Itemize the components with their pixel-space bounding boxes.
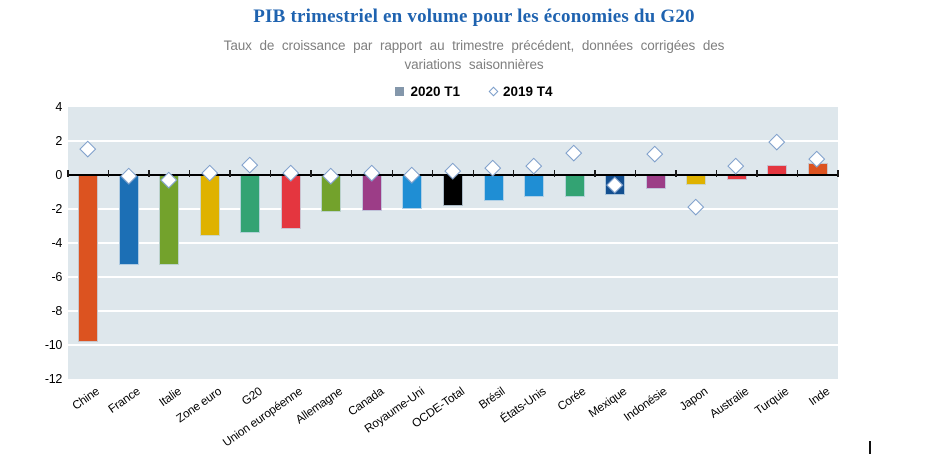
x-axis-tick [310,170,312,178]
x-axis-label-italie: Italie [155,384,184,410]
text-cursor-artifact [869,441,871,454]
y-axis-label: -8 [51,304,62,318]
x-axis-tick [594,170,596,178]
x-axis-tick [756,170,758,178]
x-axis-label-indonesie: Indonésie [621,384,670,424]
bar-bresil [483,175,504,201]
chart-title: PIB trimestriel en volume pour les écono… [253,6,695,27]
bar-coree [564,175,585,198]
x-axis-tick [675,170,677,178]
legend-label: 2020 T1 [410,84,460,99]
y-axis-label: -4 [51,236,62,250]
x-axis-tick [837,170,839,178]
y-axis-label: 0 [55,168,62,182]
x-axis-tick [715,170,718,178]
x-axis-tick [188,170,191,178]
bar-zone-euro [199,175,220,237]
x-axis-tick [67,170,69,178]
bar-ocde-total [443,175,463,206]
gridline [68,310,838,312]
x-axis-tick [472,170,474,178]
x-axis-tick [796,170,799,178]
x-axis-tick [553,170,555,178]
legend-item-2020-t1: 2020 T1 [395,84,460,99]
gridline [68,344,838,346]
x-axis-tick [634,170,637,178]
x-axis-label-etats-unis: États-Unis [497,384,549,426]
bar-france [118,175,139,266]
x-axis-tick [269,170,272,178]
x-axis-tick [350,170,353,178]
y-axis-label: -6 [51,270,62,284]
x-axis-tick [513,170,515,178]
diamond-marker-icon [488,86,499,97]
x-axis-tick [229,170,231,178]
gridline [68,208,838,210]
x-axis-tick [107,170,110,178]
x-axis-label-bresil: Brésil [476,384,508,412]
legend-label: 2019 T4 [503,84,553,99]
square-marker-icon [395,87,405,96]
x-axis-label-australie: Australie [706,384,751,421]
gridline [68,140,838,142]
chart-subtitle-line1: Taux de croissance par rapport au trimes… [223,38,725,53]
bar-chine [78,175,99,342]
gridline [68,242,838,244]
x-axis-tick [391,170,393,178]
gridline [68,276,838,278]
bar-japon [686,175,707,186]
x-axis-label-coree: Corée [555,384,589,414]
x-axis-label-g20: G20 [238,384,265,408]
bar-indonesie [645,175,666,189]
legend-item-2019-t4: 2019 T4 [488,84,553,99]
legend: 2020 T1 2019 T4 [0,84,948,99]
x-axis-label-inde: Inde [805,384,832,409]
x-axis-tick [148,170,150,178]
y-axis-label: 2 [55,134,62,148]
y-axis-label: -12 [44,372,62,386]
chart-subtitle-line2: variations saisonnières [404,57,544,72]
bar-g20 [240,175,261,233]
y-axis-label: -10 [44,338,62,352]
bar-etats-unis [524,175,545,198]
x-axis-label-france: France [105,384,143,416]
x-axis-label-turquie: Turquie [751,384,792,418]
x-axis-tick [432,170,434,178]
bar-italie [159,175,180,266]
x-axis-label-japon: Japon [676,384,711,414]
y-axis-label: 4 [55,100,62,114]
x-axis-label-chine: Chine [69,384,103,413]
bar-union-europeenne [280,175,301,230]
y-axis-label: -2 [51,202,62,216]
